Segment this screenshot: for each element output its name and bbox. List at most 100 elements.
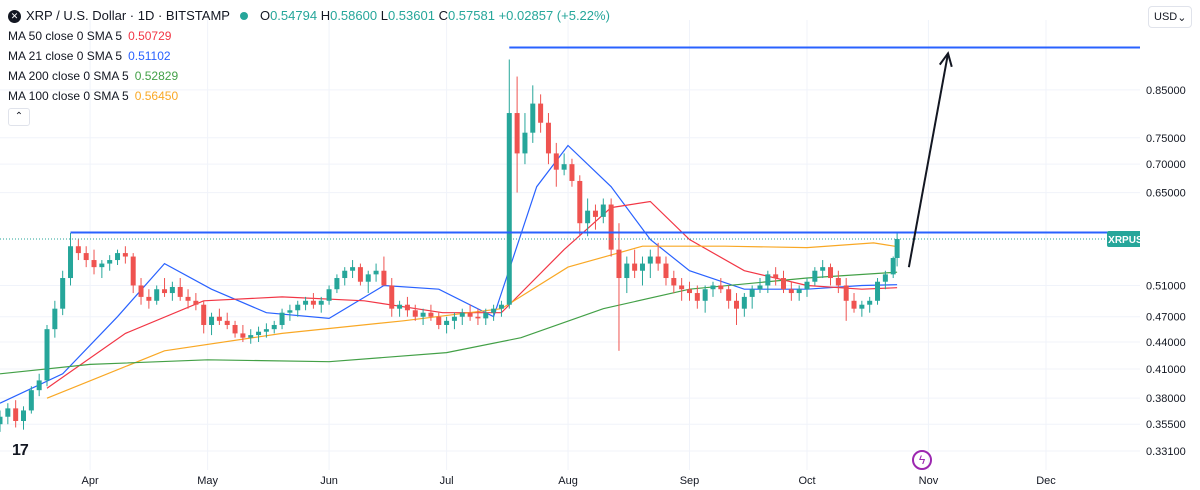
price-axis[interactable]: 0.85000 0.75000 0.70000 0.65000 0.51000 0.470… — [1140, 0, 1200, 490]
change-value: +0.02857 (+5.22%) — [498, 8, 610, 23]
candle — [130, 253, 136, 294]
candle-body — [271, 324, 277, 330]
candle — [781, 270, 787, 294]
indicator-ma50[interactable]: MA 50 close 0 SMA 5 0.50729 — [8, 28, 610, 44]
tradingview-logo-text: 17 — [12, 442, 29, 459]
candle-body — [577, 180, 583, 224]
candle — [875, 278, 881, 305]
candle — [357, 263, 363, 286]
candle-body — [68, 246, 74, 279]
candle — [585, 198, 591, 237]
candle — [538, 94, 544, 133]
candle-body — [256, 331, 262, 336]
candle-body — [436, 316, 442, 325]
candle-body — [867, 300, 873, 305]
candle-body — [624, 263, 630, 279]
currency-select[interactable]: USD ⌄ — [1148, 6, 1192, 28]
price-tick-label: 0.65000 — [1146, 188, 1186, 200]
candle-body — [444, 320, 450, 325]
ma50-label: MA 50 close 0 SMA 5 — [8, 29, 123, 43]
candle-body — [467, 312, 473, 317]
candle — [812, 267, 818, 286]
candle — [365, 270, 371, 294]
candle — [467, 304, 473, 321]
candle — [686, 281, 692, 301]
candle — [99, 260, 105, 279]
candle — [21, 406, 27, 430]
candle-body — [52, 308, 58, 330]
collapse-legend-button[interactable]: ⌃ — [8, 108, 30, 126]
candle — [279, 308, 285, 330]
candle-body — [216, 316, 222, 321]
candle — [310, 293, 316, 309]
candle — [506, 59, 512, 309]
indicator-ma21[interactable]: MA 21 close 0 SMA 5 0.51102 — [8, 48, 610, 64]
candle-body — [733, 300, 739, 309]
candle-body — [600, 204, 606, 217]
candle-body — [115, 253, 121, 261]
symbol-header[interactable]: ✕ XRP / U.S. Dollar · 1D · BITSTAMP O0.5… — [8, 8, 610, 24]
candle — [710, 281, 716, 297]
candle — [216, 308, 222, 325]
candle-body — [240, 333, 246, 338]
indicator-ma100[interactable]: MA 100 close 0 SMA 5 0.56450 — [8, 88, 610, 104]
candle-body — [671, 278, 677, 286]
candle-body — [318, 300, 324, 305]
candle — [303, 296, 309, 311]
candle — [522, 113, 528, 165]
time-tick-label: Jul — [440, 475, 454, 487]
candle-body — [788, 289, 794, 294]
candle-body — [843, 285, 849, 301]
ma100-value: 0.56450 — [134, 89, 179, 103]
candle-body — [138, 285, 144, 297]
candle — [765, 270, 771, 294]
lightning-icon[interactable]: ϟ — [912, 450, 932, 470]
candle — [788, 281, 794, 301]
candle — [600, 198, 606, 224]
candle — [75, 239, 81, 261]
candle-body — [146, 296, 152, 301]
candle-body — [702, 289, 708, 301]
candle — [60, 270, 66, 316]
candle-body — [491, 308, 497, 313]
ma21-label: MA 21 close 0 SMA 5 — [8, 49, 123, 63]
candle — [483, 308, 489, 325]
candle-body — [287, 310, 293, 313]
price-tick-label: 0.41000 — [1146, 364, 1186, 376]
candle-body — [389, 285, 395, 309]
candle-body — [397, 304, 403, 309]
time-axis[interactable]: Apr May Jun Jul Aug Sep Oct Nov Dec — [82, 475, 1057, 487]
time-tick-label: Nov — [919, 475, 939, 487]
candle — [843, 278, 849, 321]
currency-label: USD — [1154, 11, 1178, 23]
forecast-arrow[interactable] — [907, 51, 953, 268]
ohlc-values: O0.54794 H0.58600 L0.53601 C0.57581 +0.0… — [260, 8, 610, 24]
candle-body — [890, 258, 896, 275]
candle — [397, 300, 403, 317]
candle-body — [154, 289, 160, 301]
candle-body — [828, 267, 834, 279]
candle-body — [804, 281, 810, 290]
candle-body — [608, 204, 614, 250]
candle-body — [663, 263, 669, 279]
indicator-ma200[interactable]: MA 200 close 0 SMA 5 0.52829 — [8, 68, 610, 84]
candle-body — [561, 164, 567, 170]
candle — [859, 300, 865, 317]
tradingview-logo[interactable]: 17 — [12, 442, 29, 460]
candle — [561, 153, 567, 176]
ma-line-ma200 — [0, 271, 898, 375]
candle — [882, 270, 888, 290]
candle — [498, 300, 504, 317]
candle-body — [765, 274, 771, 286]
candle — [107, 255, 113, 271]
candle — [671, 270, 677, 294]
time-tick-label: Jun — [320, 475, 338, 487]
candle-body — [475, 316, 481, 319]
candle-body — [310, 300, 316, 305]
price-tick-label: 0.70000 — [1146, 159, 1186, 171]
candle — [122, 246, 128, 264]
candle-body — [99, 263, 105, 268]
candle-body — [812, 270, 818, 282]
price-tick-label: 0.47000 — [1146, 312, 1186, 324]
